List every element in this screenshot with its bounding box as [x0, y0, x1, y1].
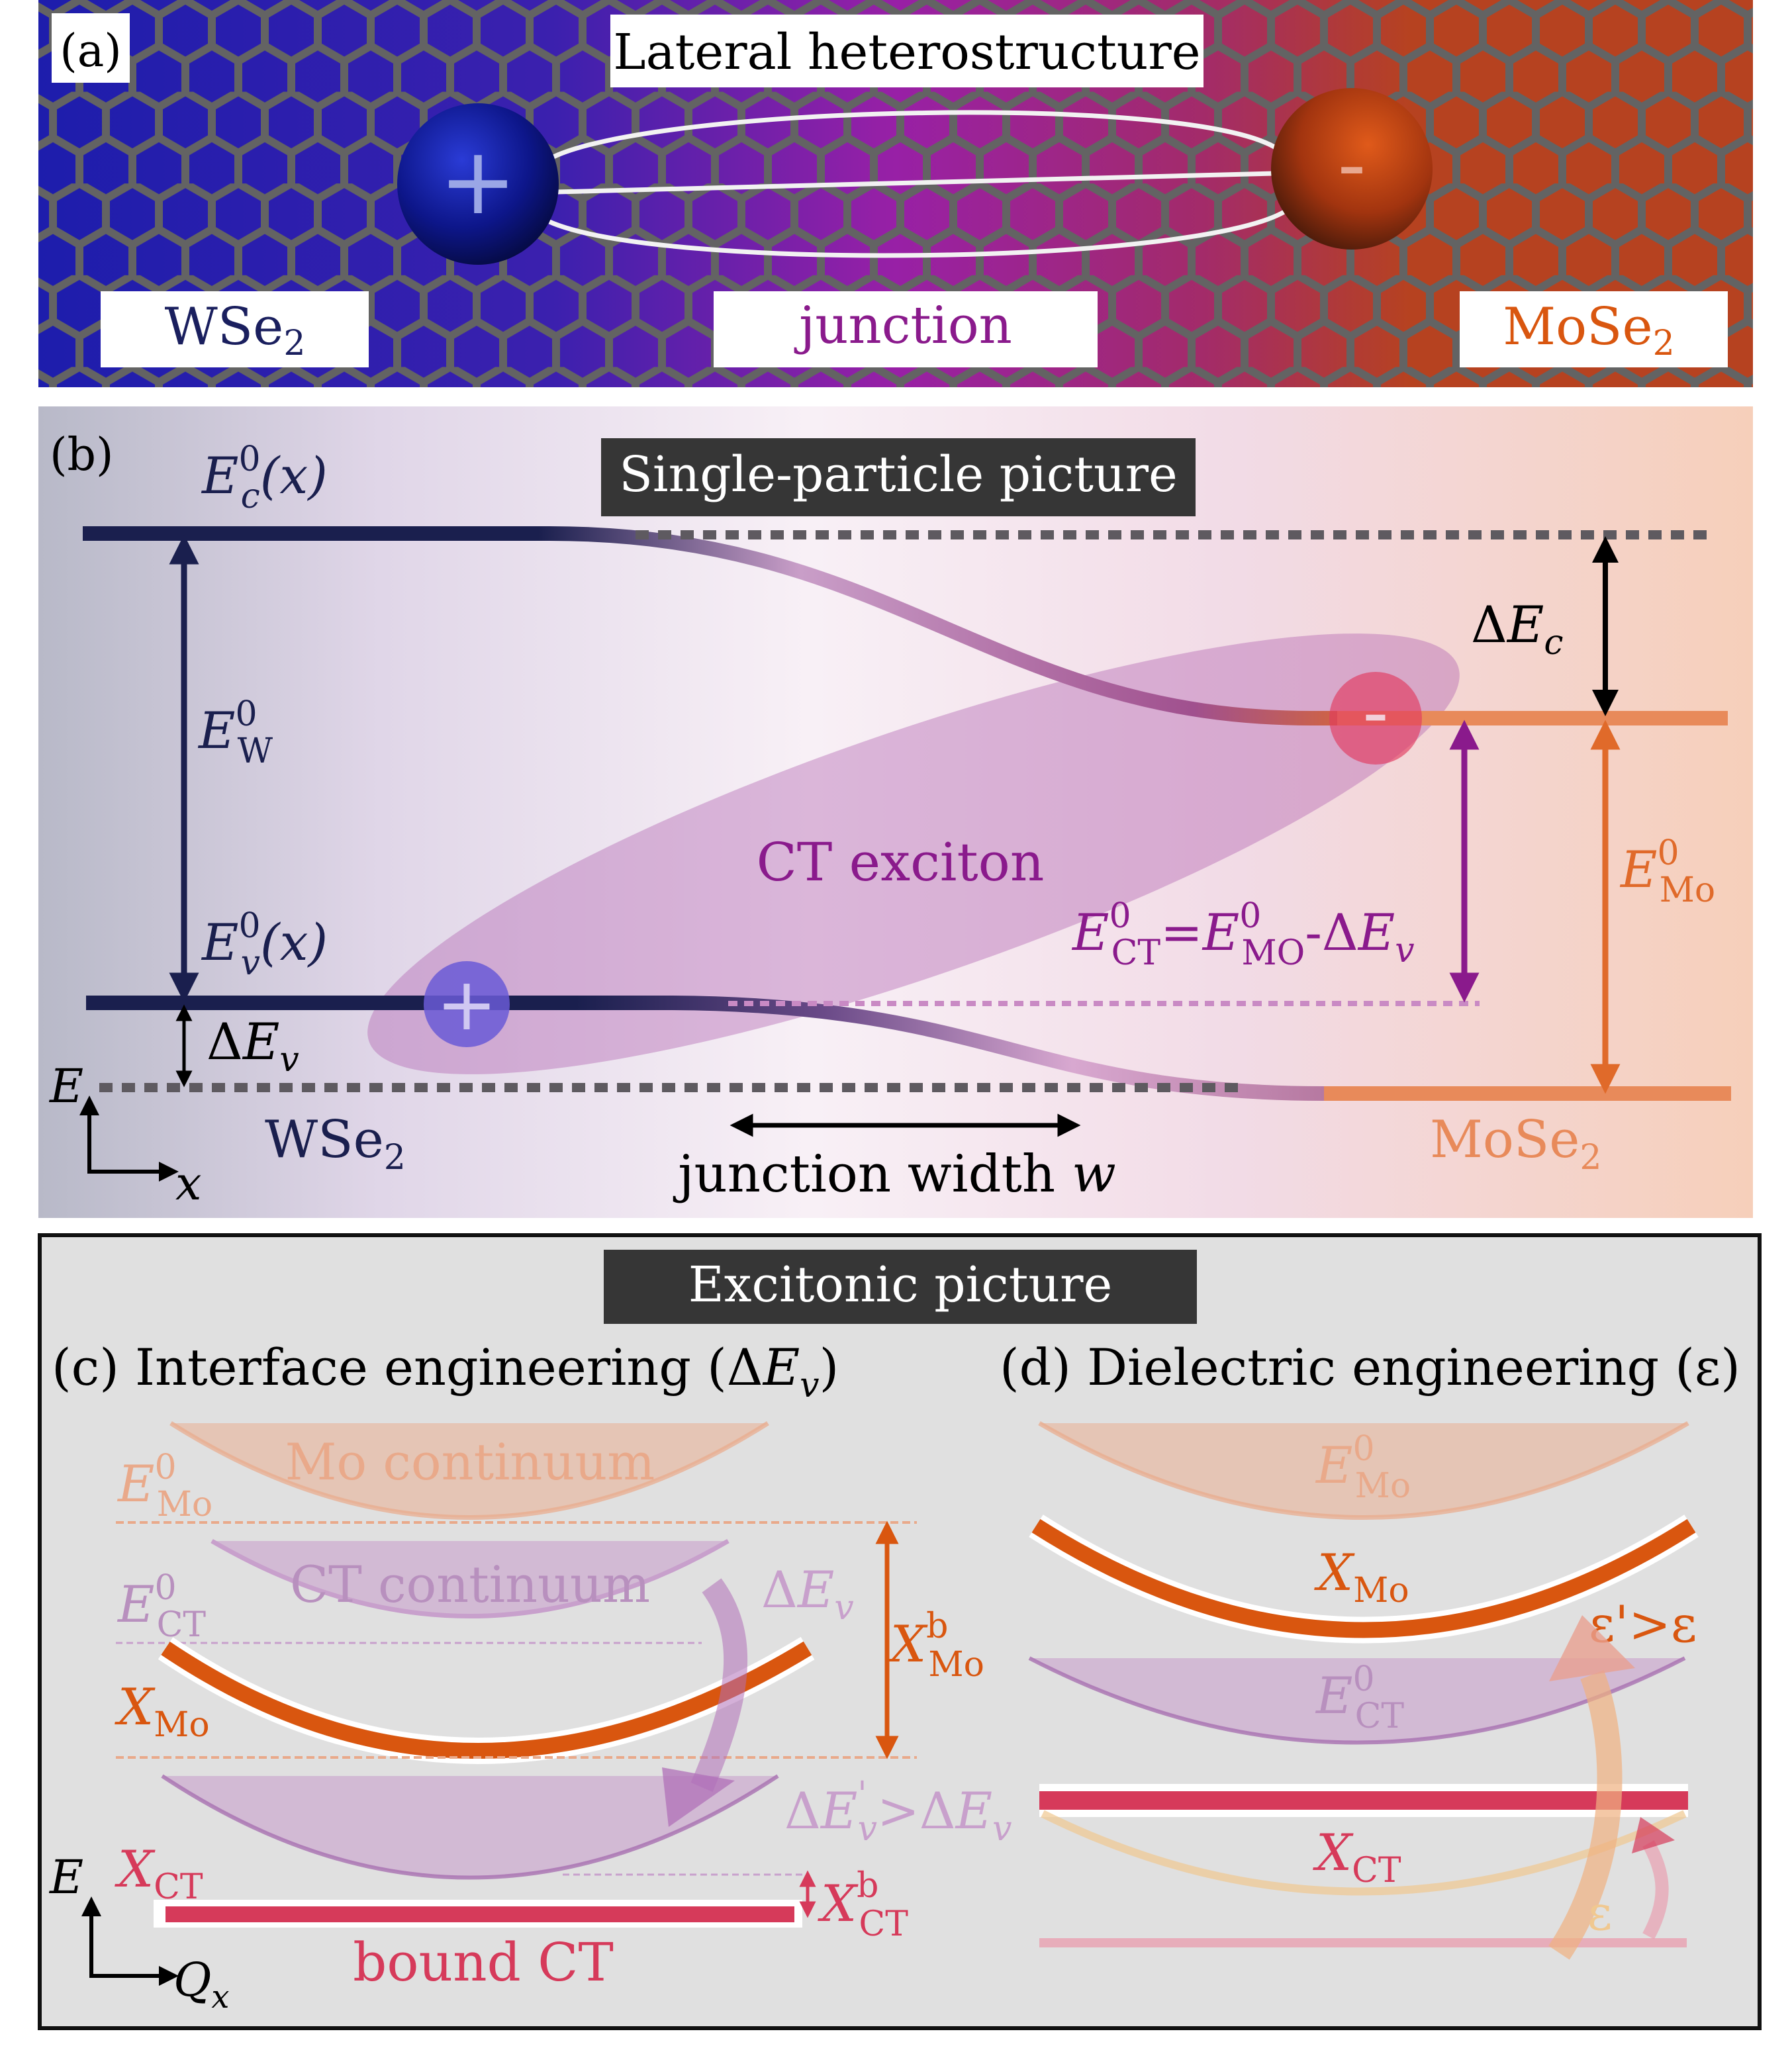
panel-a-tag: (a): [60, 25, 122, 77]
label-ct-exciton: CT exciton: [757, 831, 1045, 893]
axis-e-label: E: [48, 1059, 83, 1113]
xctb-label: Xb CT: [818, 1866, 908, 1944]
xmob-label: Xb Mo: [887, 1607, 984, 1685]
label-mose2-box: [1460, 291, 1728, 367]
eps-arrow-head: [1632, 1817, 1675, 1853]
label-ev: E0 v(x): [201, 906, 328, 983]
panel-d: (d) Dielectric engineering (ε) E0 Mo XMo …: [1000, 1338, 1740, 1960]
ct-exciton-cloud: [367, 633, 1460, 1074]
ct-electron: [1329, 672, 1422, 765]
label-emo: E0 Mo: [1619, 833, 1715, 910]
xmo-label-d: XMo: [1314, 1543, 1409, 1611]
ct-electron-symbol: -: [1362, 670, 1389, 755]
mo-continuum-edge: [169, 1421, 769, 1520]
xct-label-d: XCT: [1313, 1823, 1401, 1891]
bound-ct-label: bound CT: [353, 1932, 614, 1993]
electron-symbol: -: [1337, 119, 1366, 211]
electron-sphere: [1271, 88, 1433, 250]
panel-a-title: Lateral heterostructure: [613, 24, 1200, 81]
panel-d-heading: (d) Dielectric engineering (ε): [1000, 1338, 1740, 1397]
mo-continuum-label: Mo continuum: [285, 1432, 655, 1491]
label-mose2: MoSe2: [1503, 297, 1675, 363]
label-wse2-box: [101, 291, 369, 367]
ect-label-d: E0 CT: [1315, 1659, 1404, 1736]
panel-excitonic: Excitonic picture (c) Interface engineer…: [38, 1233, 1762, 2030]
eps-prime-arrow-head: [1549, 1615, 1635, 1681]
axis-q-label-c: Qx: [173, 1953, 229, 2016]
ct-continuum-label: CT continuum: [290, 1555, 650, 1614]
label-ect-equation: E0 CT=E0 MO-ΔEv: [1071, 896, 1415, 973]
label-dev: ΔEv: [207, 1012, 299, 1080]
emo-continuum-edge-d: [1038, 1421, 1689, 1520]
xmo-band-d: [1031, 1518, 1696, 1638]
hole-sphere: [397, 103, 559, 265]
eps-arrow: [1642, 1840, 1669, 1939]
xct-band-d: [1039, 1791, 1688, 1810]
label-junction: junction: [794, 296, 1012, 355]
valence-band-edge: [86, 996, 1731, 1101]
ct-hole: [424, 961, 510, 1047]
bound-ct-band: [165, 1906, 794, 1922]
panel-c-heading: (c) Interface engineering (ΔEv): [52, 1338, 839, 1405]
panel-c: (c) Interface engineering (ΔEv) Mo conti…: [48, 1338, 1012, 2016]
ct-continuum-edge: [211, 1538, 730, 1618]
binding-lines: [548, 110, 1286, 258]
label-wse2-b: WSe2: [265, 1110, 406, 1178]
label-junction-box: [714, 291, 1098, 367]
eps-prime-arrow: [1548, 1670, 1623, 1960]
emo-label-c: E0 Mo: [117, 1448, 212, 1524]
panel-a-tag-box: [52, 13, 130, 83]
dev-label-c: ΔEv: [761, 1560, 854, 1628]
panel-a: (a) Lateral heterostructure + - WSe2 jun…: [38, 0, 1753, 387]
panel-b-title-box: [601, 438, 1196, 516]
axis-e-label-c: E: [48, 1850, 83, 1904]
label-dec: ΔEc: [1471, 595, 1564, 663]
label-wse2: WSe2: [165, 297, 306, 363]
shift-arrow-ct-head: [662, 1767, 735, 1827]
panel-b-tag: (b): [50, 429, 114, 481]
excitonic-title-box: [604, 1250, 1197, 1324]
panel-b: (b) Single-particle picture - + E0 c(x) E…: [38, 406, 1753, 1218]
label-ew: E0 W: [197, 694, 273, 771]
ct-hole-symbol: +: [436, 962, 497, 1047]
panel-b-title: Single-particle picture: [619, 446, 1178, 503]
label-junction-width: junction width w: [673, 1144, 1115, 1204]
xmo-band: [161, 1641, 812, 1759]
emo-label-d: E0 Mo: [1315, 1429, 1411, 1506]
label-ec: E0 c(x): [201, 440, 328, 516]
excitonic-title: Excitonic picture: [688, 1256, 1113, 1313]
shift-arrow-ct: [690, 1578, 748, 1793]
eps-label: ε: [1587, 1885, 1612, 1941]
axis-x-label: x: [175, 1156, 201, 1211]
xmo-label-c: XMo: [115, 1677, 210, 1745]
hole-symbol: +: [439, 128, 516, 236]
dev-prime-label: ΔE' v>ΔEv: [784, 1775, 1012, 1849]
ct-continuum-shifted-edge: [161, 1774, 779, 1880]
conduction-band-edge: [83, 526, 1728, 725]
ect-label-c: E0 CT: [117, 1568, 206, 1645]
panel-a-title-box: [610, 15, 1203, 87]
label-mose2-b: MoSe2: [1430, 1110, 1602, 1178]
